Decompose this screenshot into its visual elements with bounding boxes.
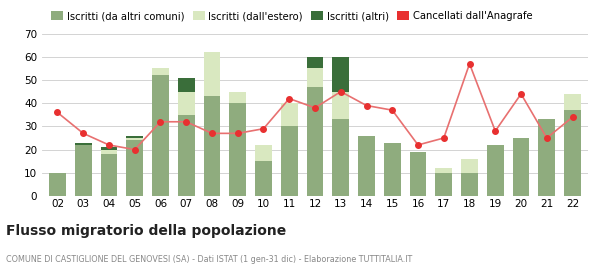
- Bar: [203, 52, 220, 96]
- Bar: [178, 115, 194, 196]
- Bar: [203, 96, 220, 196]
- Bar: [512, 138, 529, 196]
- Legend: Iscritti (da altri comuni), Iscritti (dall'estero), Iscritti (altri), Cancellati: Iscritti (da altri comuni), Iscritti (da…: [47, 7, 536, 25]
- Bar: [152, 68, 169, 75]
- Bar: [101, 150, 118, 154]
- Text: COMUNE DI CASTIGLIONE DEL GENOVESI (SA) - Dati ISTAT (1 gen-31 dic) - Elaborazio: COMUNE DI CASTIGLIONE DEL GENOVESI (SA) …: [6, 255, 412, 264]
- Bar: [538, 120, 555, 196]
- Bar: [332, 120, 349, 196]
- Bar: [564, 94, 581, 110]
- Bar: [358, 136, 375, 196]
- Bar: [255, 161, 272, 196]
- Bar: [332, 57, 349, 92]
- Bar: [75, 143, 92, 145]
- Bar: [101, 147, 118, 150]
- Bar: [410, 152, 427, 196]
- Bar: [178, 92, 194, 115]
- Bar: [487, 145, 503, 196]
- Bar: [307, 57, 323, 68]
- Bar: [152, 75, 169, 196]
- Bar: [127, 136, 143, 138]
- Bar: [75, 145, 92, 196]
- Bar: [332, 92, 349, 120]
- Bar: [49, 173, 66, 196]
- Bar: [307, 68, 323, 87]
- Bar: [127, 138, 143, 140]
- Bar: [384, 143, 401, 196]
- Bar: [436, 168, 452, 173]
- Bar: [178, 78, 194, 92]
- Bar: [307, 87, 323, 196]
- Bar: [564, 110, 581, 196]
- Bar: [127, 140, 143, 196]
- Bar: [461, 159, 478, 173]
- Bar: [229, 92, 246, 103]
- Bar: [436, 173, 452, 196]
- Bar: [229, 103, 246, 196]
- Text: Flusso migratorio della popolazione: Flusso migratorio della popolazione: [6, 224, 286, 238]
- Bar: [255, 145, 272, 161]
- Bar: [281, 103, 298, 126]
- Bar: [281, 126, 298, 196]
- Bar: [461, 173, 478, 196]
- Bar: [101, 154, 118, 196]
